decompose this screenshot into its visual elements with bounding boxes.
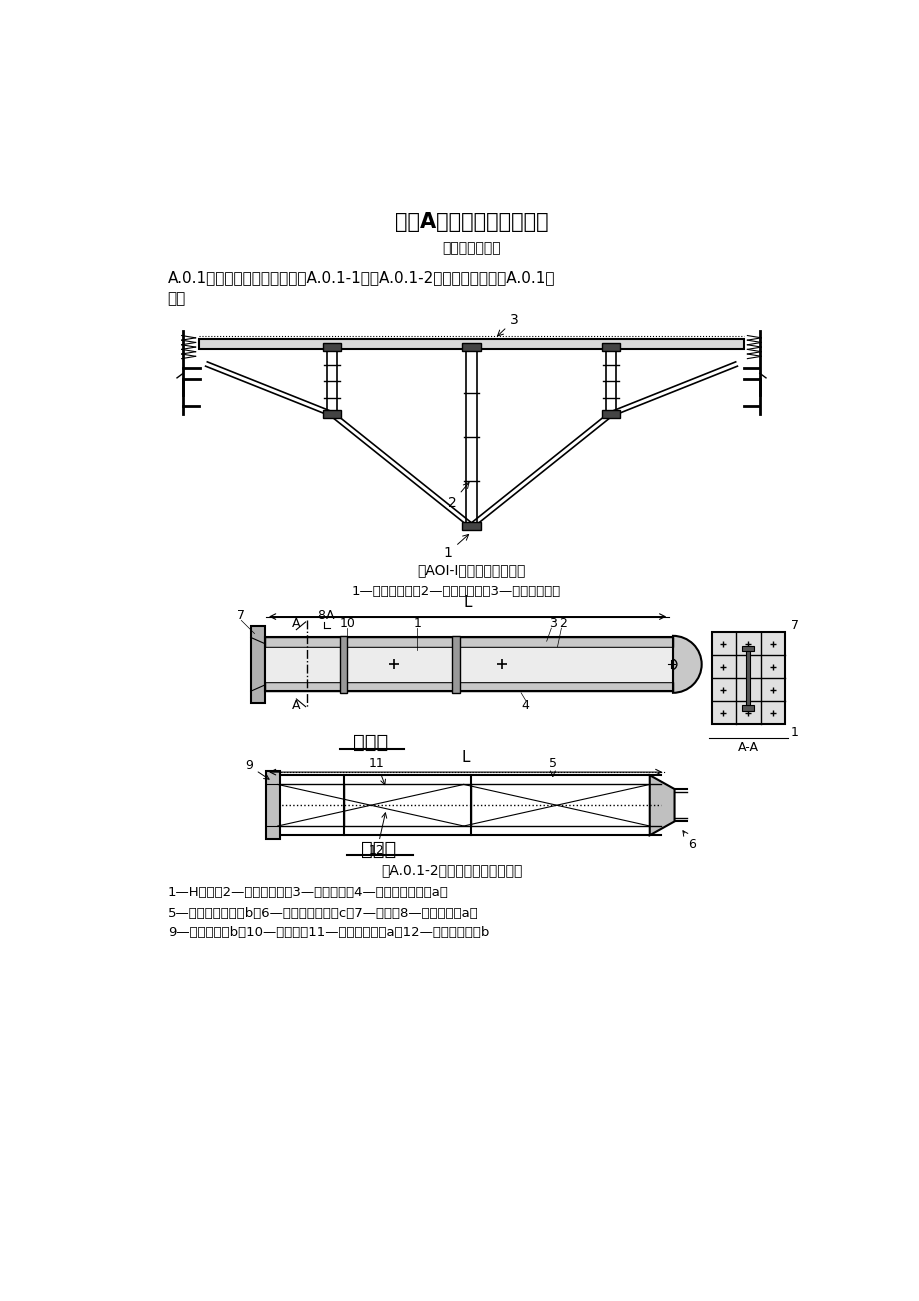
Text: 附录A张弦梁的构造和规格: 附录A张弦梁的构造和规格: [394, 212, 548, 232]
Text: A: A: [292, 617, 301, 630]
Text: 5—耳板端板加劲肋b；6—耳板端板加劲肋c；7—端板；8—端板加劲肋a；: 5—耳板端板加劲肋b；6—耳板端板加劲肋c；7—端板；8—端板加劲肋a；: [167, 907, 478, 920]
Bar: [745, 652, 750, 705]
Text: 9: 9: [244, 760, 269, 779]
Text: 7: 7: [789, 619, 798, 632]
Text: 1—张弦梁拉杆；2—张弦梁撑杆；3—张弦梁上弦梁: 1—张弦梁拉杆；2—张弦梁撑杆；3—张弦梁上弦梁: [351, 584, 560, 597]
Text: 图AOI-I张弦梁结构示意图: 图AOI-I张弦梁结构示意图: [417, 563, 525, 578]
Text: 8: 8: [317, 609, 324, 622]
Bar: [711, 632, 785, 725]
Text: A.0.1张弦梁撑杆的规格可按图A.0.1-1、图A.0.1-2的构造形式根据表A.0.1选: A.0.1张弦梁撑杆的规格可按图A.0.1-1、图A.0.1-2的构造形式根据表…: [167, 271, 554, 285]
Text: 4: 4: [521, 699, 529, 712]
Text: 2: 2: [559, 617, 566, 630]
Bar: [741, 705, 754, 710]
Bar: [461, 343, 481, 351]
Bar: [741, 645, 754, 652]
Bar: [250, 626, 265, 703]
Bar: [339, 636, 347, 693]
Text: 用。: 用。: [167, 291, 186, 306]
Text: 俯视图: 俯视图: [360, 839, 396, 859]
Bar: [601, 343, 619, 351]
Text: 正视图: 正视图: [353, 734, 388, 752]
Text: 1: 1: [443, 535, 468, 559]
Text: 图A.0.1-2张弦梁撑杆结构示意图: 图A.0.1-2张弦梁撑杆结构示意图: [381, 864, 522, 878]
Bar: [461, 522, 481, 530]
Text: 11: 11: [369, 757, 385, 785]
Text: A-A: A-A: [737, 742, 758, 755]
Text: 1: 1: [413, 617, 421, 630]
Bar: [451, 636, 460, 693]
Wedge shape: [673, 636, 701, 693]
Bar: [265, 637, 673, 647]
Bar: [265, 682, 673, 691]
Text: 9—端板加劲肋b；10—支座板；11—支座板加劲肋a；12—支座板加劲肋b: 9—端板加劲肋b；10—支座板；11—支座板加劲肋a；12—支座板加劲肋b: [167, 926, 489, 939]
Bar: [601, 410, 619, 418]
Text: 3: 3: [497, 314, 518, 336]
Text: L: L: [460, 751, 469, 765]
Text: L: L: [463, 595, 471, 610]
Bar: [199, 338, 743, 349]
Text: （资料性附录）: （资料性附录）: [442, 242, 500, 255]
Text: 3: 3: [549, 617, 556, 630]
Bar: [265, 637, 673, 691]
Text: A: A: [292, 699, 301, 712]
Text: 6: 6: [682, 831, 696, 851]
Text: 1: 1: [789, 726, 798, 739]
Bar: [323, 410, 341, 418]
Text: 5: 5: [549, 757, 556, 777]
Text: 7: 7: [237, 609, 245, 622]
Polygon shape: [649, 775, 674, 835]
Text: 1—H型钢；2—耳板连接板；3—耳板端板；4—耳板端板加劲肋a；: 1—H型钢；2—耳板连接板；3—耳板端板；4—耳板端板加劲肋a；: [167, 886, 448, 899]
Text: 2: 2: [448, 483, 469, 510]
Text: A: A: [326, 609, 335, 622]
Bar: [323, 343, 341, 351]
Text: 12: 12: [369, 813, 386, 857]
Bar: [266, 771, 279, 839]
Bar: [265, 647, 673, 682]
Text: 10: 10: [339, 617, 355, 630]
